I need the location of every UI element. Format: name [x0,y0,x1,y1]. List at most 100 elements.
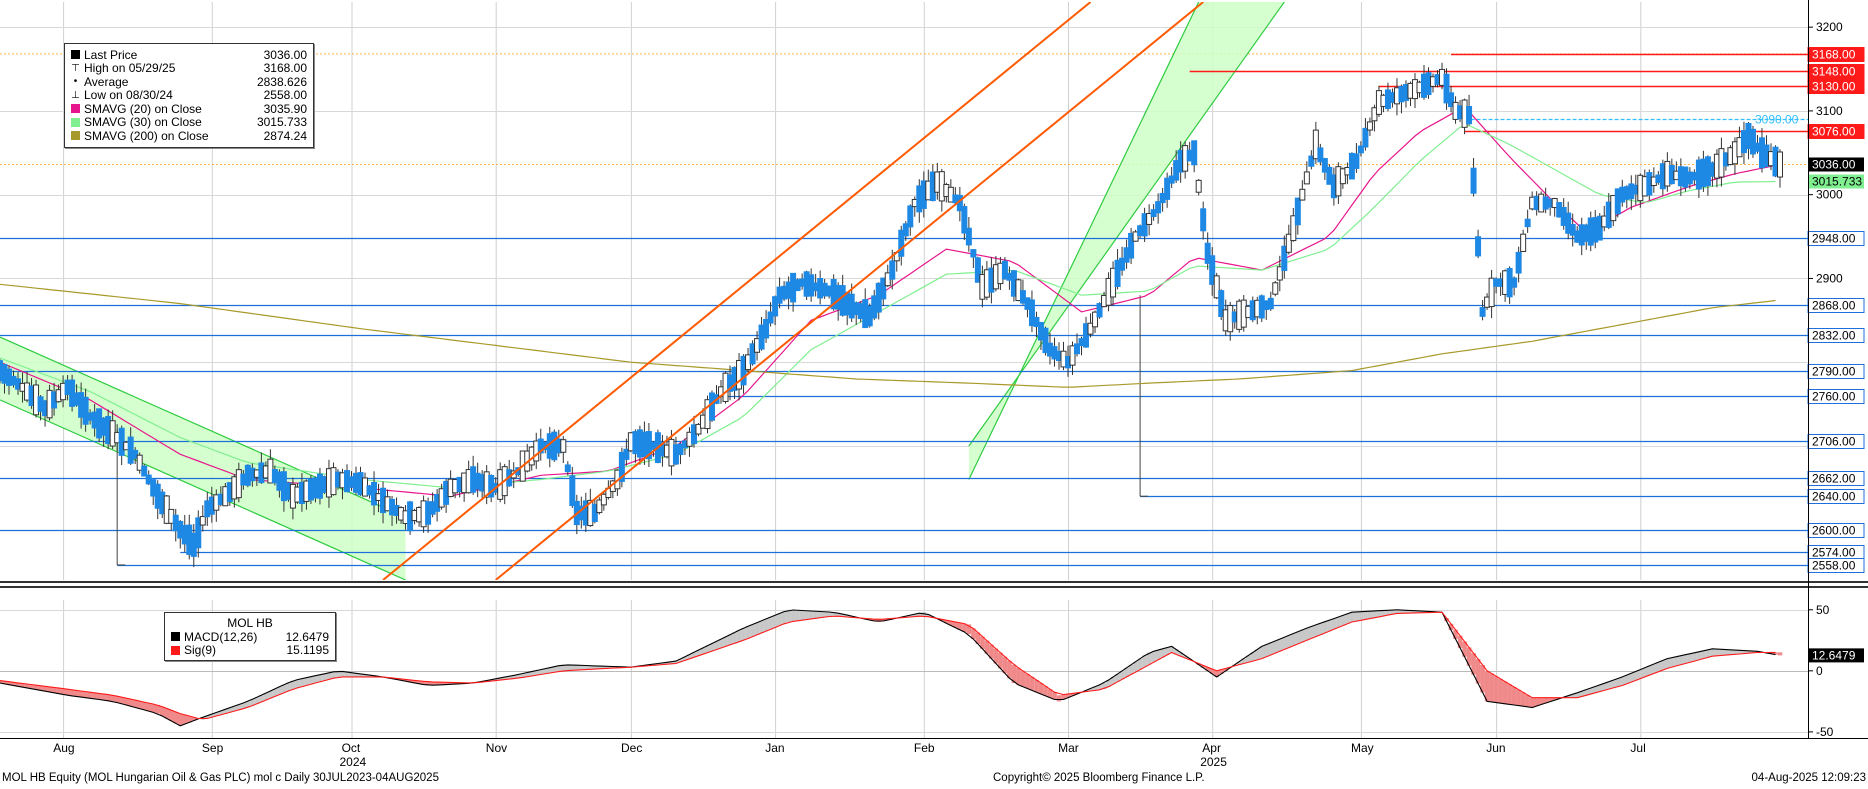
footer-right: 04-Aug-2025 12:09:23 [1751,772,1866,784]
candle-body [1294,197,1301,226]
candle-body [199,516,206,526]
price-legend-row: ⊥ Low on 08/30/24 2558.00 [71,88,307,103]
macd-legend-row: MACD(12,26) 12.6479 [171,630,329,644]
candle-body [889,260,896,280]
candle-body [1448,92,1455,108]
price-legend-label: Low on 08/30/24 [84,88,173,103]
candle-body [970,249,977,258]
level-label-3090.00: 3090.00 [1755,113,1799,127]
candle-body [961,206,968,234]
candle-body [898,229,905,257]
candle-body [1299,188,1306,201]
price-legend-value: 2874.24 [263,128,307,143]
candle-body [1200,208,1207,232]
sma-line-2 [0,283,1776,388]
x-tick-label-jan: Jan [765,741,784,755]
level-tag-label-2600.00: 2600.00 [1812,524,1856,538]
candle-body [1366,121,1373,131]
candle-body [902,223,909,237]
candle-body [1019,290,1026,304]
candle-body [907,205,914,228]
candle-body [141,465,148,477]
price-legend-row: Last Price 3036.00 [71,48,307,62]
level-tag-label-2948.00: 2948.00 [1812,232,1856,246]
y-tick-label-3200: 3200 [1816,20,1843,34]
candle-body [1146,212,1153,225]
candle-body [1308,155,1315,167]
candle-body [763,318,770,339]
footer-left: MOL HB Equity (MOL Hungarian Oil & Gas P… [2,772,439,784]
macd-y-tick-label-0: -50 [1816,725,1834,739]
x-tick-label-sep: Sep [202,741,224,755]
candle-body [1276,266,1283,281]
trend-line-0 [382,2,1092,580]
x-tick-label-feb: Feb [914,741,935,755]
candle-body [1028,299,1035,327]
candle-body [965,227,972,246]
x-tick-label-apr: Apr [1202,741,1221,755]
price-legend-value: 2838.626 [256,74,307,89]
x-tick-label-may: May [1351,741,1374,755]
candle-body [1339,168,1346,185]
candle-body [600,493,607,506]
channel-lower-line-1 [968,2,1200,480]
candle-body [136,454,143,471]
candle-body [695,423,702,435]
price-legend-label: SMAVG (30) on Close [84,115,202,130]
candle-body [974,257,981,283]
level-tag-label-2832.00: 2832.00 [1812,329,1856,343]
price-tag-label-1: 3015.733 [1812,174,1862,188]
price-legend-label: High on 05/29/25 [84,61,176,76]
y-tick-label-2900: 2900 [1816,271,1843,285]
candle-body [1155,201,1162,214]
x-tick-label-nov: Nov [486,741,507,755]
candle-body [1312,129,1319,160]
candle-body [1524,218,1531,228]
x-tick-label-jun: Jun [1486,741,1505,755]
x-year-label-0: 2024 [339,755,366,769]
candle-body [1213,275,1220,299]
candle-body [596,499,603,514]
candle-body [1470,167,1477,194]
macd-legend-label: Sig(9) [184,643,217,658]
candle-body [1001,260,1008,280]
price-legend-row: SMAVG (30) on Close 3015.733 [71,115,307,130]
candle-body [1272,282,1279,295]
level-tag-label-3168.00: 3168.00 [1812,48,1856,62]
level-tag-label-3130.00: 3130.00 [1812,80,1856,94]
candle-body [1083,323,1090,348]
candle-body [1119,257,1126,271]
candle-body [1515,251,1522,274]
level-tag-label-2640.00: 2640.00 [1812,490,1856,504]
price-legend-value: 3015.733 [256,115,307,130]
candle-body [82,396,89,425]
level-tag-label-2790.00: 2790.00 [1812,365,1856,379]
candle-body [1114,259,1121,287]
candle-body [880,277,887,300]
macd-legend-row: Sig(9) 15.1195 [171,643,329,658]
candle-body [1218,290,1225,317]
footer-center: Copyright© 2025 Bloomberg Finance L.P. [993,772,1205,784]
candle-body [564,464,571,473]
price-legend-label: Average [84,74,129,89]
candle-body [560,439,567,453]
macd-legend-label: MACD(12,26) [184,629,258,644]
candle-body [1321,158,1328,173]
candle-body [1353,153,1360,169]
candle-body [1267,297,1274,310]
price-tag-1 [1808,174,1864,189]
candle-body [1128,232,1135,259]
price-legend-row: SMAVG (200) on Close 2874.24 [71,129,307,143]
level-tag-label-2662.00: 2662.00 [1812,472,1856,486]
candle-body [749,343,756,365]
y-tick-label-3000: 3000 [1816,188,1843,202]
candle-body [1777,151,1783,178]
candle-body [623,448,630,460]
candle-body [1069,345,1076,366]
macd-tag-0 [1808,648,1864,663]
trend-line-1 [495,2,1204,580]
candle-body [1520,233,1527,252]
channel-fill-0 [0,337,406,580]
pane-separator-bg [0,580,1868,588]
